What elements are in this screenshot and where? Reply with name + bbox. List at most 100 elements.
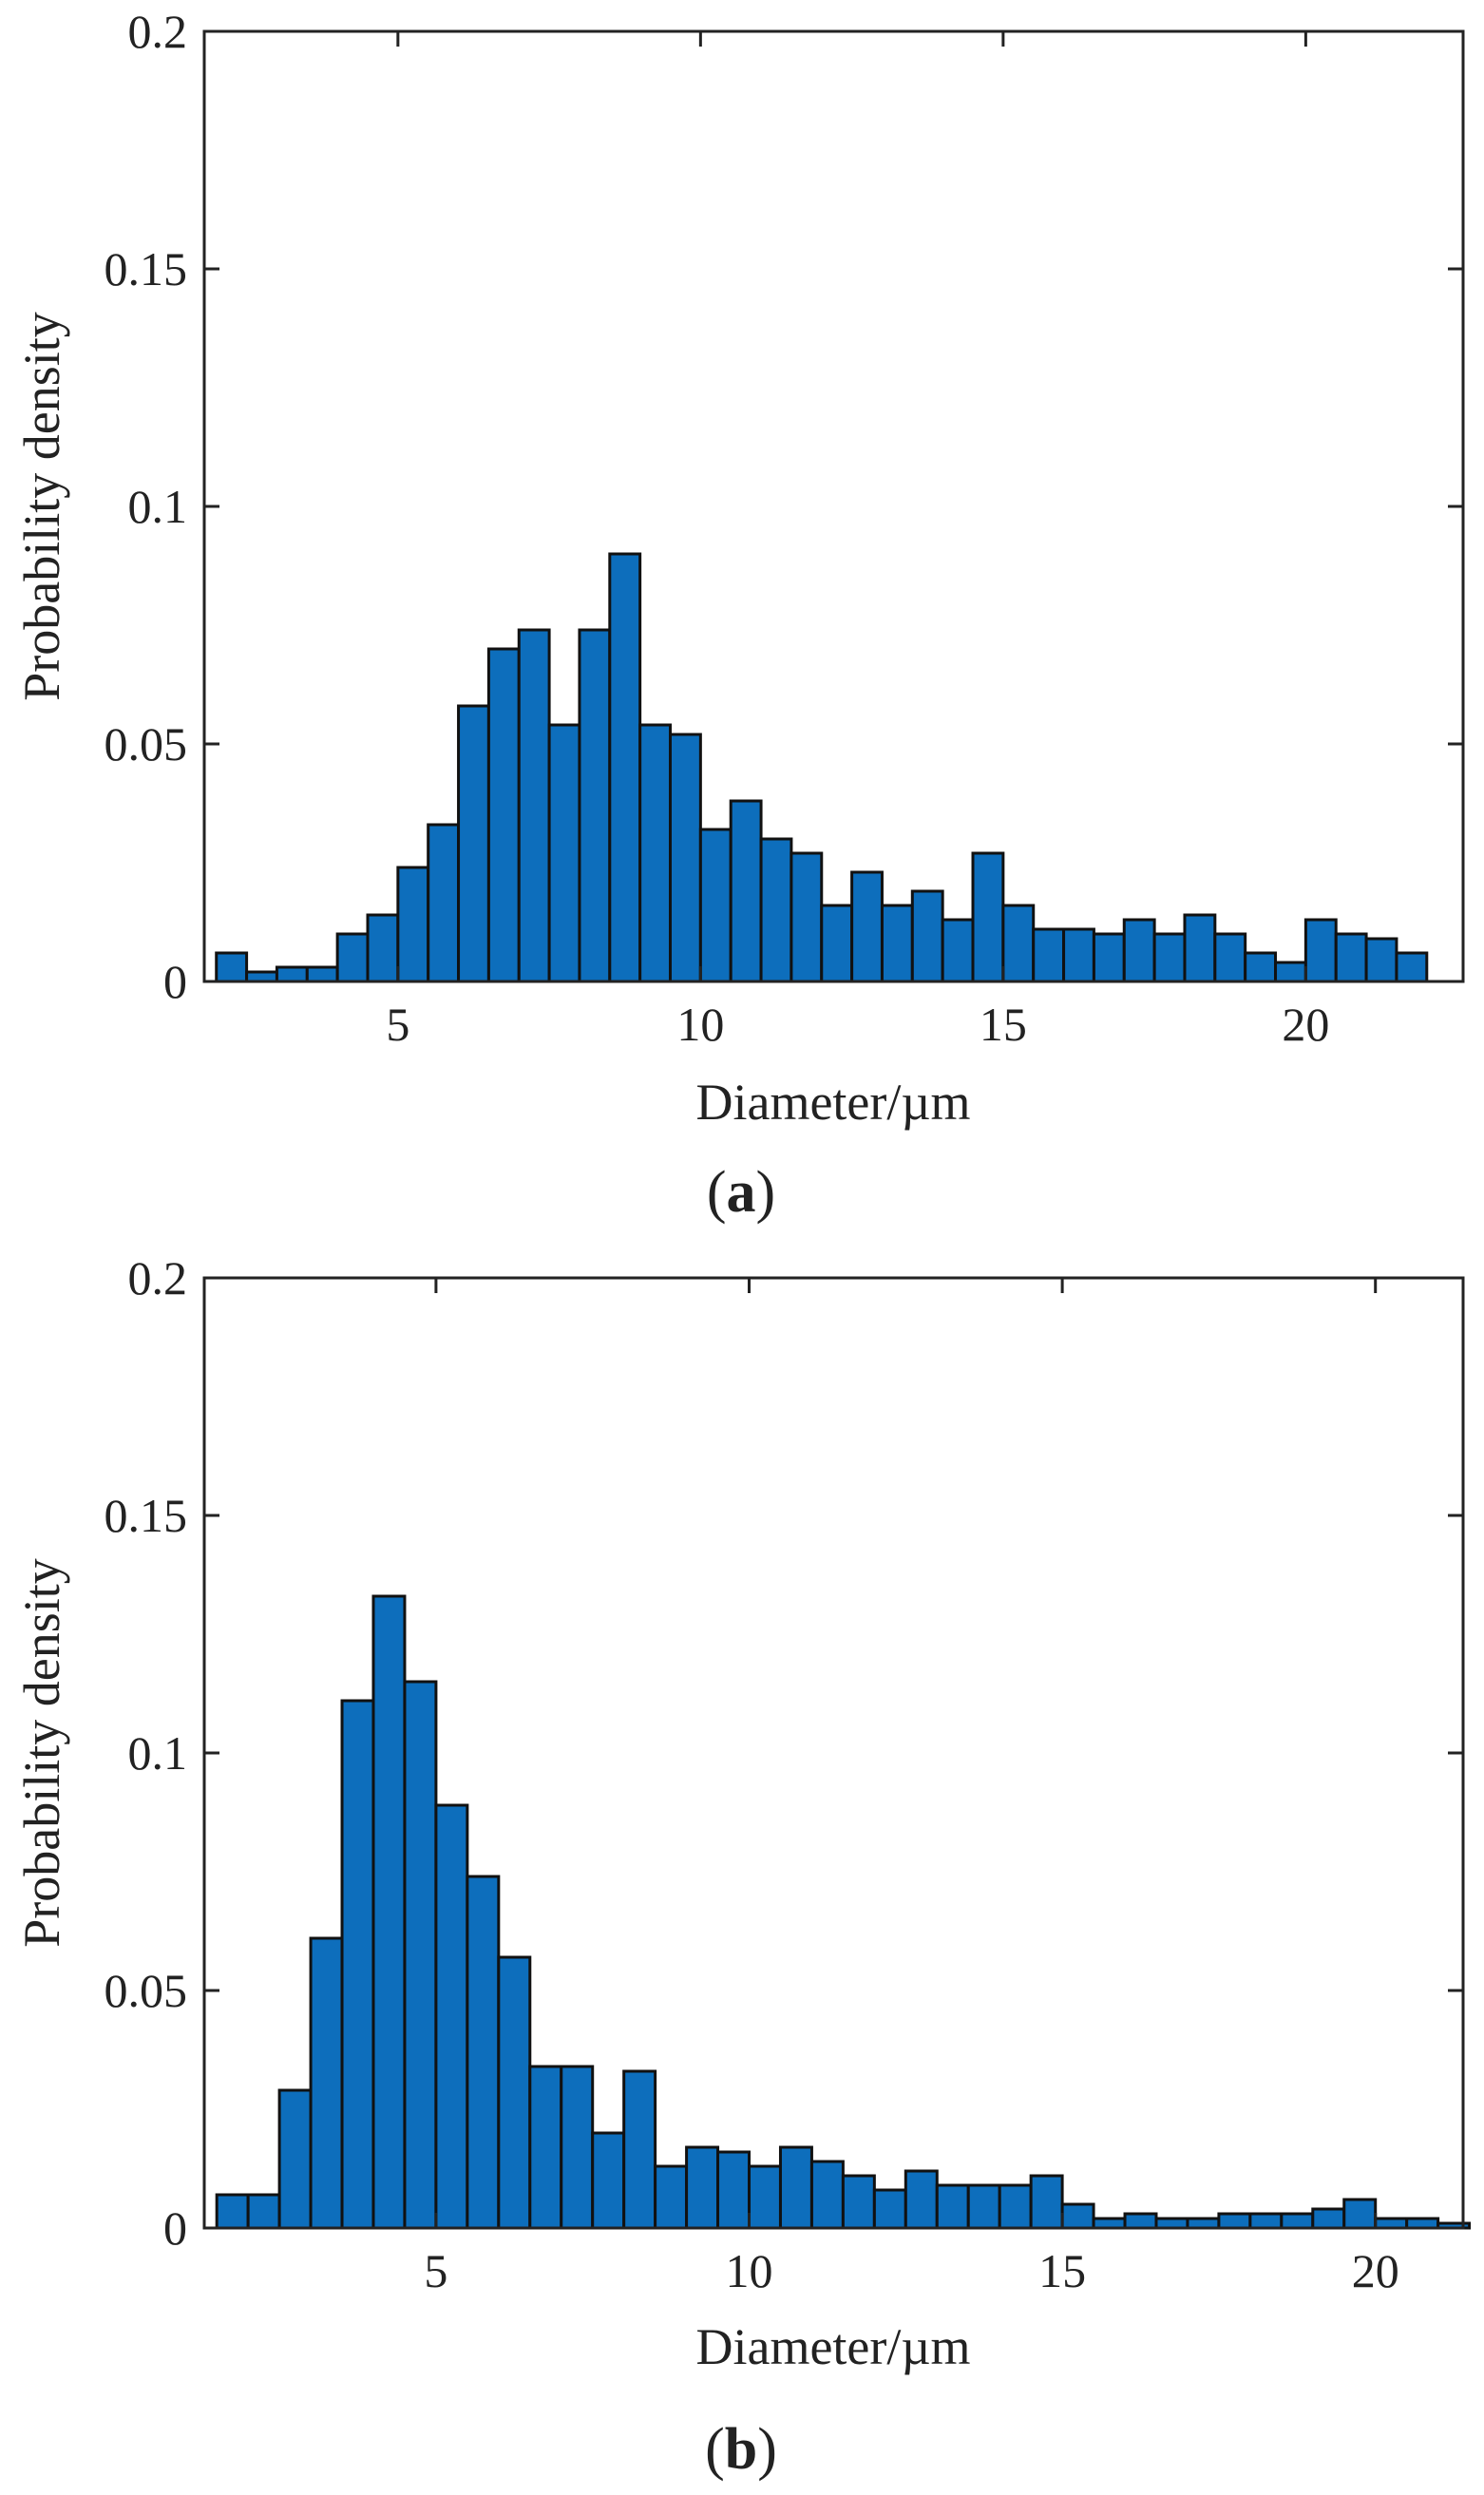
bar-b-23 (935, 2183, 970, 2230)
x-axis-label-b: Diameter/µm (695, 2318, 970, 2375)
bar-a-4 (335, 932, 370, 983)
bar-b-6 (403, 1680, 438, 2230)
y-tick-label-a-3: 0.15 (105, 242, 188, 295)
bar-a-38 (1364, 937, 1398, 983)
x-tick-label-a-3: 20 (1282, 998, 1329, 1051)
plot-frame-a (202, 29, 1465, 983)
bar-a-19 (790, 851, 824, 983)
y-axis-label-b: Probability density (13, 1558, 70, 1947)
bar-b-16 (716, 2150, 752, 2230)
bar-b-2 (277, 2088, 313, 2230)
panel-letter-a: a (727, 1160, 756, 1225)
bar-b-3 (309, 1936, 344, 2230)
histogram-panel-a: 0 0.05 0.1 0.15 0.2 5 10 15 20 Diameter/µm Prob… (13, 5, 1465, 1225)
bar-b-13 (622, 2069, 657, 2230)
bar-b-34 (1280, 2212, 1315, 2230)
bar-a-29 (1092, 932, 1126, 983)
bar-a-11 (547, 723, 581, 983)
bar-a-20 (820, 904, 854, 983)
bar-a-21 (850, 870, 884, 983)
bar-b-24 (966, 2183, 1001, 2230)
bar-a-30 (1122, 918, 1156, 983)
bar-b-10 (528, 2065, 563, 2230)
plot-frame-b (202, 1276, 1465, 2230)
bar-a-12 (578, 628, 612, 983)
bar-b-7 (434, 1803, 469, 2230)
y-tick-label-b-0: 0 (163, 2201, 187, 2255)
x-ticks-b: 5 10 15 20 (424, 1278, 1399, 2297)
bar-a-7 (427, 823, 461, 983)
bar-a-14 (638, 723, 673, 983)
bar-b-14 (654, 2164, 689, 2230)
bar-a-35 (1274, 961, 1307, 983)
x-tick-label-a-2: 15 (980, 998, 1027, 1051)
bar-b-15 (685, 2145, 720, 2230)
bar-a-8 (457, 704, 490, 983)
x-tick-label-b-3: 20 (1352, 2244, 1399, 2297)
bar-a-22 (880, 904, 914, 983)
y-tick-label-a-2: 0.1 (128, 480, 188, 533)
y-axis-label-a: Probability density (13, 312, 70, 700)
bar-a-16 (698, 828, 732, 983)
bar-b-32 (1217, 2212, 1252, 2230)
bar-b-19 (809, 2160, 845, 2230)
y-tick-label-b-4: 0.2 (128, 1251, 188, 1305)
bar-b-25 (998, 2183, 1033, 2230)
bar-b-21 (872, 2188, 907, 2230)
bar-b-36 (1342, 2198, 1378, 2230)
bar-a-15 (669, 733, 702, 983)
bars-b (215, 1594, 1472, 2230)
bar-b-9 (497, 1955, 532, 2230)
x-tick-label-b-0: 5 (424, 2244, 447, 2297)
y-tick-label-b-3: 0.15 (105, 1489, 188, 1542)
bar-a-33 (1213, 932, 1247, 983)
bar-a-5 (366, 913, 400, 983)
histogram-panel-b: 0 0.05 0.1 0.15 0.2 5 10 15 20 Diameter/µm Prob… (13, 1251, 1472, 2482)
bar-b-18 (778, 2145, 813, 2230)
y-ticks-b: 0 0.05 0.1 0.15 0.2 (105, 1251, 1463, 2255)
bar-b-1 (246, 2193, 281, 2230)
bar-b-8 (466, 1875, 501, 2230)
bar-b-0 (215, 2193, 250, 2230)
bar-a-24 (941, 918, 975, 983)
bar-b-35 (1311, 2207, 1346, 2230)
y-tick-label-a-1: 0.05 (105, 717, 188, 771)
bar-a-13 (608, 552, 642, 983)
x-tick-label-b-2: 15 (1038, 2244, 1086, 2297)
x-tick-label-b-1: 10 (726, 2244, 773, 2297)
bar-a-23 (910, 889, 944, 983)
panel-label-b: (b) (705, 2417, 777, 2482)
bar-a-18 (759, 837, 793, 983)
bar-a-25 (971, 851, 1005, 983)
bar-a-6 (396, 866, 430, 983)
y-tick-label-a-0: 0 (163, 955, 187, 1008)
y-tick-label-a-4: 0.2 (128, 5, 188, 58)
panel-letter-b: b (725, 2417, 757, 2482)
bar-a-27 (1032, 927, 1066, 983)
bar-b-29 (1123, 2212, 1158, 2230)
x-axis-label-a: Diameter/µm (695, 1074, 970, 1131)
x-tick-label-a-1: 10 (676, 998, 724, 1051)
bar-b-20 (841, 2174, 876, 2230)
bars-a (215, 552, 1429, 983)
bar-b-27 (1060, 2202, 1095, 2230)
bar-b-12 (591, 2131, 626, 2230)
y-tick-label-b-2: 0.1 (128, 1726, 188, 1780)
bar-b-17 (748, 2164, 782, 2230)
bar-a-37 (1334, 932, 1368, 983)
bar-a-34 (1244, 951, 1278, 983)
bar-a-0 (215, 951, 249, 983)
bar-b-33 (1248, 2212, 1284, 2230)
panel-label-a: (a) (707, 1160, 775, 1225)
bar-a-31 (1152, 932, 1187, 983)
bar-a-32 (1183, 913, 1217, 983)
bar-a-10 (517, 628, 551, 983)
bar-b-22 (904, 2169, 939, 2230)
bar-a-39 (1395, 951, 1429, 983)
bar-b-5 (371, 1594, 407, 2230)
bar-a-3 (305, 965, 339, 983)
bar-b-26 (1029, 2174, 1064, 2230)
y-tick-label-b-1: 0.05 (105, 1964, 188, 2017)
x-tick-label-a-0: 5 (386, 998, 409, 1051)
